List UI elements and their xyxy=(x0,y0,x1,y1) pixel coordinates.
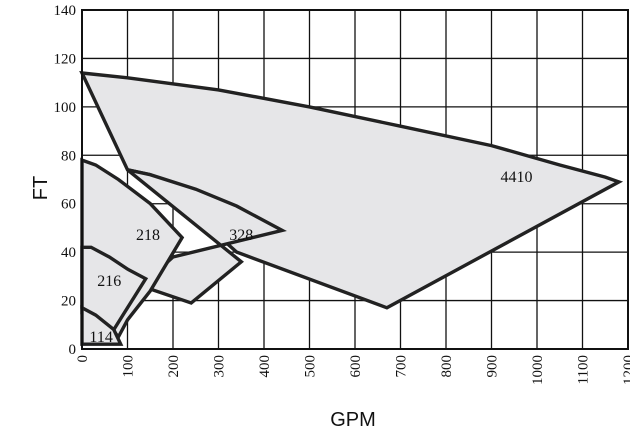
x-tick-label: 1100 xyxy=(576,355,592,384)
region-label-218: 218 xyxy=(136,227,160,244)
x-tick-label: 900 xyxy=(485,355,501,378)
plot-border xyxy=(81,9,629,350)
x-tick-label: 500 xyxy=(303,355,319,378)
x-axis-label: GPM xyxy=(330,409,376,431)
y-tick-labels: 0 20 40 60 80 100 120 140 xyxy=(54,3,77,358)
x-tick-label: 300 xyxy=(212,355,228,378)
region-labels: 4410 328 218 216 114 xyxy=(89,169,532,346)
region-label-4410: 4410 xyxy=(501,169,533,186)
y-tick-label: 40 xyxy=(61,245,76,261)
region-label-114: 114 xyxy=(89,329,112,346)
y-tick-label: 0 xyxy=(69,342,77,358)
region-label-216: 216 xyxy=(97,273,121,290)
region-328 xyxy=(126,168,287,305)
y-tick-label: 140 xyxy=(54,3,77,19)
y-tick-label: 100 xyxy=(54,100,77,116)
x-tick-label: 600 xyxy=(348,355,364,378)
y-tick-label: 80 xyxy=(61,148,76,164)
x-tick-label: 800 xyxy=(439,355,455,378)
x-tick-label: 1200 xyxy=(621,355,630,385)
plot-frame xyxy=(81,9,629,350)
x-tick-label: 1000 xyxy=(530,355,546,385)
x-tick-labels: 0 100 200 300 400 500 600 700 800 900 1000 1100 1200 xyxy=(75,355,630,385)
y-axis-label: FT xyxy=(30,176,52,200)
y-tick-label: 60 xyxy=(61,197,76,213)
x-tick-label: 200 xyxy=(166,355,182,378)
x-tick-label: 400 xyxy=(257,355,273,378)
x-tick-label: 100 xyxy=(121,355,137,378)
x-tick-label: 700 xyxy=(394,355,410,378)
y-tick-label: 20 xyxy=(61,294,76,310)
y-tick-label: 120 xyxy=(54,51,77,67)
regions xyxy=(79,70,624,346)
x-tick-label: 0 xyxy=(75,355,91,363)
region-label-328: 328 xyxy=(229,227,253,244)
